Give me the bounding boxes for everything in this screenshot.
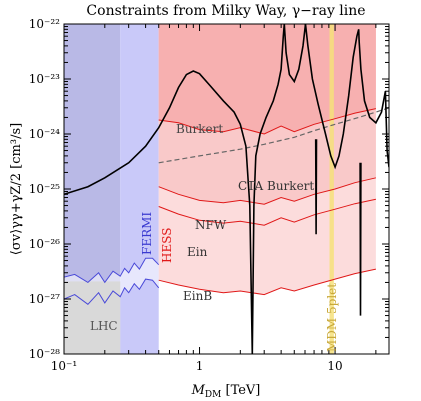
- mdm-5plet-label: MDM 5plet: [325, 283, 339, 352]
- einb-label: EinB: [183, 289, 212, 303]
- hess-region-burkert: [158, 24, 376, 134]
- y-tick-label: 10⁻²²: [29, 17, 60, 31]
- fermi-upper-line: [64, 257, 160, 284]
- y-tick-label: 10⁻²⁸: [29, 347, 60, 361]
- fermi-label: FERMI: [140, 212, 154, 255]
- cta-burkert-line: [158, 107, 389, 164]
- theory-cross-section-line: [64, 24, 389, 354]
- x-tick-label: 10⁻¹: [51, 359, 77, 373]
- hess-ein-line: [158, 198, 377, 226]
- nfw-label: NFW: [195, 218, 227, 232]
- mdm-5plet-band: [329, 24, 334, 354]
- burkert-label: Burkert: [176, 122, 223, 136]
- y-axis-label: ⟨σv⟩γγ+γZ/2 [cm³/s]: [9, 123, 24, 255]
- fermi-lower-line: [64, 278, 160, 305]
- chart-title: Constraints from Milky Way, γ−ray line: [86, 3, 365, 19]
- x-axis-label: MDM [TeV]: [191, 383, 261, 400]
- hess-label: HESS: [160, 228, 174, 263]
- series-lines: [64, 24, 389, 354]
- y-tick-label: 10⁻²⁷: [29, 292, 60, 306]
- y-tick-label: 10⁻²³: [29, 72, 60, 86]
- axis-tick-labels: 10⁻¹ 1 10 10⁻²⁸ 10⁻²⁷ 10⁻²⁶ 10⁻²⁵ 10⁻²⁴ 10⁻²³ 10⁻…: [29, 17, 343, 373]
- theory-spike-line: [314, 139, 318, 235]
- y-tick-label: 10⁻²⁵: [29, 182, 60, 196]
- theory-spike-line: [359, 162, 362, 316]
- cta-burkert-label: CTA Burkert: [238, 179, 314, 193]
- ein-label: Ein: [187, 245, 208, 259]
- x-tick-label: 10: [327, 359, 342, 373]
- y-tick-label: 10⁻²⁶: [29, 237, 60, 251]
- axis-ticks: [63, 23, 389, 355]
- hess-nfw-line: [158, 177, 377, 205]
- x-tick-label: 1: [196, 359, 204, 373]
- hess-einb-line: [158, 268, 377, 296]
- fermi-region-light: [120, 24, 159, 354]
- hess-burkert-line: [158, 108, 377, 135]
- lhc-label: LHC: [90, 319, 118, 333]
- plot-area: [64, 24, 389, 354]
- y-tick-label: 10⁻²⁴: [29, 127, 60, 141]
